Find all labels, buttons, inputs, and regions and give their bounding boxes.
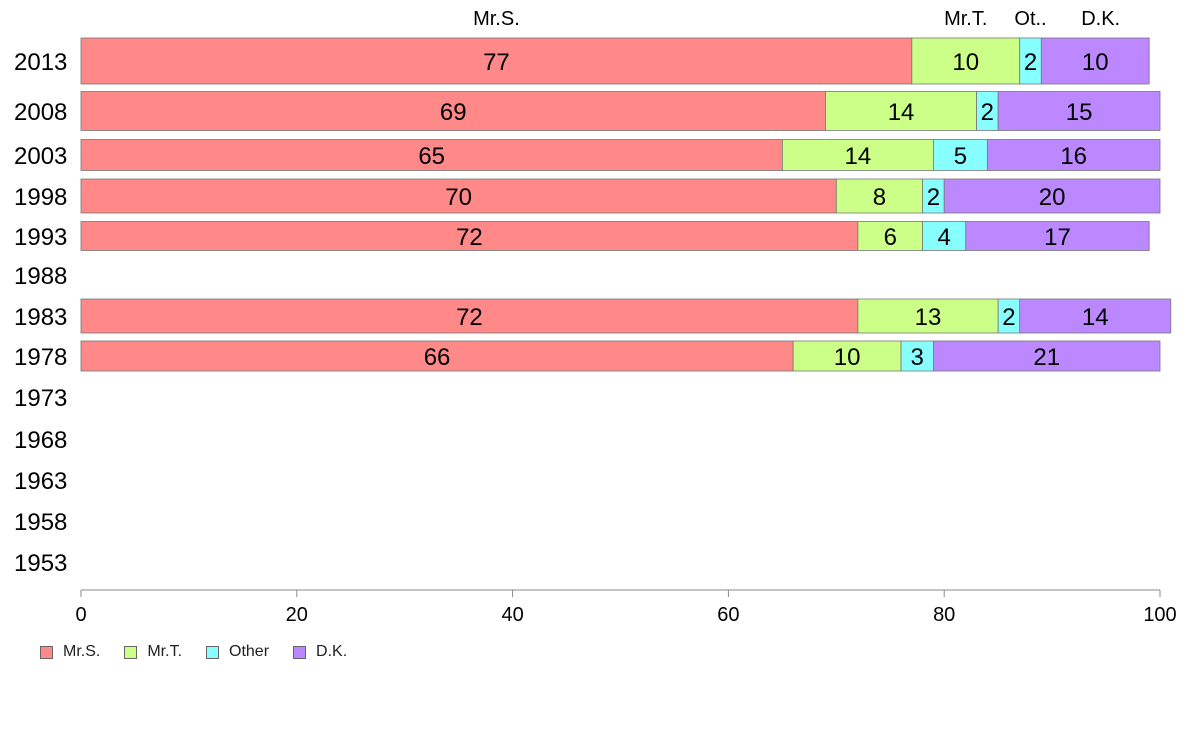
stacked-bar-chart: 2013200820031998199319881983197819731968… [14,8,1177,626]
category-label-1988: 1988 [14,263,67,290]
data-label-2008-mrs: 69 [440,99,467,126]
data-label-2003-mrs: 65 [418,143,445,170]
legend-swatch [293,645,307,659]
data-label-1998-other: 2 [927,184,940,211]
legend-item-mrs: Mr.S. [40,643,100,661]
x-tick-label-40: 40 [501,604,523,626]
data-label-2008-mrt: 14 [888,99,915,126]
data-label-2008-dk: 15 [1066,99,1093,126]
legend: Mr.S. Mr.T. Other D.K. [40,643,371,661]
category-label-1983: 1983 [14,304,67,331]
legend-item-other: Other [206,643,269,661]
bar-2008-mrs [80,91,826,131]
bar-1993-mrs [80,221,859,251]
data-label-1978-mrs: 66 [424,344,451,371]
data-label-2003-other: 5 [954,143,967,170]
bar-2013-mrt [911,37,1021,85]
bar-2003-mrs [80,139,783,171]
bar-1983-mrt [857,298,999,334]
category-label-1998: 1998 [14,184,67,211]
bar-1998-dk [943,178,1161,214]
data-label-2013-dk: 10 [1082,49,1109,76]
x-tick-label-60: 60 [717,604,739,626]
bar-1998-mrs [80,178,837,214]
bar-1993-mrt [857,221,924,251]
bar-2008-dk [997,91,1161,131]
bar-1993-dk [965,221,1150,251]
bar-1983-dk [1019,298,1172,334]
x-tick-label-20: 20 [286,604,308,626]
legend-swatch [206,645,220,659]
top-series-label-2: Ot.. [1014,8,1046,30]
data-label-1978-dk: 21 [1033,344,1060,371]
category-label-1968: 1968 [14,427,67,454]
category-label-1978: 1978 [14,344,67,371]
data-label-2008-other: 2 [981,99,994,126]
data-label-1998-mrt: 8 [873,184,886,211]
category-label-1953: 1953 [14,550,67,577]
top-series-label-0: Mr.S. [473,8,520,30]
bar-2013-dk [1040,37,1150,85]
bar-1978-dk [933,340,1161,372]
bar-2008-mrt [825,91,977,131]
data-label-2013-other: 2 [1024,49,1037,76]
data-label-1993-mrt: 6 [884,224,897,251]
data-label-1978-other: 3 [911,344,924,371]
bar-2003-dk [986,139,1161,171]
top-series-label-1: Mr.T. [944,8,987,30]
data-label-2013-mrs: 77 [483,49,510,76]
bar-1983-mrs [80,298,859,334]
bar-1993-other [922,221,967,251]
category-label-1958: 1958 [14,509,67,536]
data-label-1978-mrt: 10 [834,344,861,371]
data-label-1983-mrt: 13 [915,304,942,331]
data-label-2003-mrt: 14 [845,143,872,170]
bar-1978-mrt [792,340,902,372]
bar-1978-mrs [80,340,794,372]
data-label-2013-mrt: 10 [952,49,979,76]
legend-item-dk: D.K. [293,643,347,661]
data-label-1993-mrs: 72 [456,224,483,251]
data-label-1993-other: 4 [938,224,951,251]
category-label-2008: 2008 [14,99,67,126]
legend-label: Mr.S. [63,643,101,660]
legend-label: Mr.T. [147,643,183,660]
category-label-2003: 2003 [14,143,67,170]
category-label-1973: 1973 [14,385,67,412]
legend-swatch [124,645,138,659]
data-label-1983-other: 2 [1002,304,1015,331]
x-tick-label-100: 100 [1143,604,1176,626]
data-label-1998-dk: 20 [1039,184,1066,211]
bar-2003-other [933,139,988,171]
category-label-1963: 1963 [14,468,67,495]
legend-swatch [40,645,53,659]
data-label-1983-mrs: 72 [456,304,483,331]
data-label-2003-dk: 16 [1060,143,1087,170]
legend-label: Other [229,643,270,660]
category-label-1993: 1993 [14,224,67,251]
data-label-1998-mrs: 70 [445,184,472,211]
category-label-2013: 2013 [14,49,67,76]
x-tick-label-80: 80 [933,604,955,626]
bar-2013-mrs [80,37,913,85]
data-label-1983-dk: 14 [1082,304,1109,331]
bar-1998-mrt [835,178,924,214]
bar-2003-mrt [781,139,934,171]
legend-label: D.K. [316,643,348,660]
legend-item-mrt: Mr.T. [124,643,182,661]
top-series-label-3: D.K. [1081,8,1120,30]
data-label-1993-dk: 17 [1044,224,1071,251]
x-tick-label-0: 0 [75,604,86,626]
